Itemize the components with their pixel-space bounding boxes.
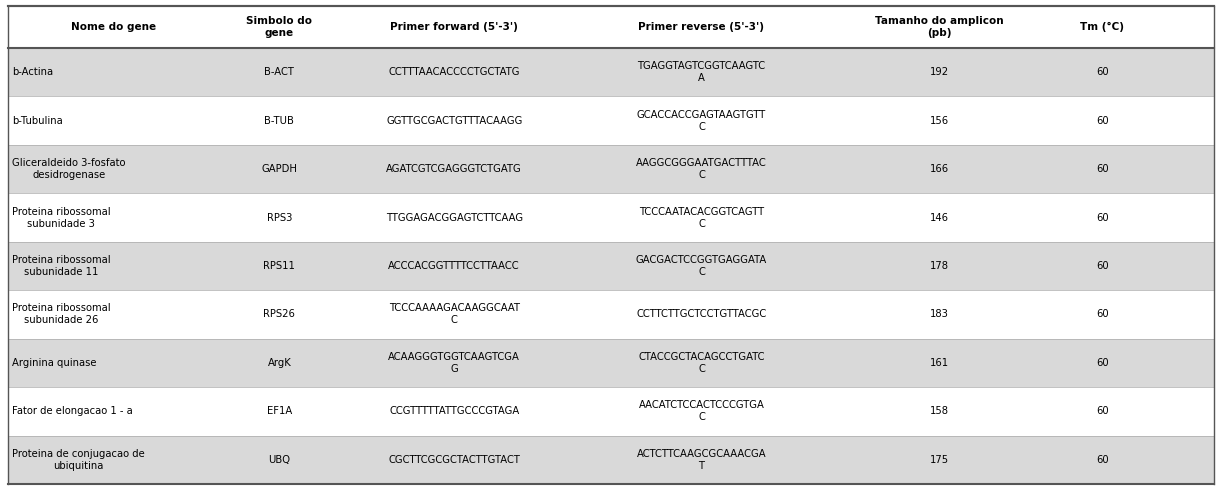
Text: 60: 60	[1096, 213, 1108, 222]
Text: 146: 146	[930, 213, 949, 222]
Text: Proteina ribossomal
subunidade 11: Proteina ribossomal subunidade 11	[12, 255, 111, 277]
Text: B-TUB: B-TUB	[264, 116, 295, 125]
Text: 161: 161	[930, 358, 949, 368]
Bar	[9, 97, 1213, 145]
Bar	[9, 194, 1213, 242]
Text: 60: 60	[1096, 406, 1108, 416]
Text: ACTCTTCAAGCGCAAACGA
T: ACTCTTCAAGCGCAAACGA T	[637, 449, 766, 471]
Text: GGTTGCGACTGTTTACAAGG: GGTTGCGACTGTTTACAAGG	[386, 116, 523, 125]
Text: CCGTTTTTATTGCCCGTAGA: CCGTTTTTATTGCCCGTAGA	[389, 406, 519, 416]
Text: RPS3: RPS3	[266, 213, 292, 222]
Text: TGAGGTAGTCGGTCAAGTC
A: TGAGGTAGTCGGTCAAGTC A	[638, 61, 765, 83]
Bar	[9, 6, 1213, 48]
Text: TCCCAAAAGACAAGGCAAT
C: TCCCAAAAGACAAGGCAAT C	[389, 303, 519, 325]
Text: RPS11: RPS11	[264, 261, 296, 271]
Text: Proteina de conjugacao de
ubiquitina: Proteina de conjugacao de ubiquitina	[12, 449, 144, 471]
Bar	[9, 387, 1213, 436]
Text: 60: 60	[1096, 164, 1108, 174]
Text: 166: 166	[930, 164, 949, 174]
Text: 158: 158	[930, 406, 949, 416]
Text: CGCTTCGCGCTACTTGTACT: CGCTTCGCGCTACTTGTACT	[389, 455, 521, 465]
Text: Proteina ribossomal
subunidade 3: Proteina ribossomal subunidade 3	[12, 207, 111, 228]
Bar	[9, 145, 1213, 194]
Text: Gliceraldeido 3-fosfato
desidrogenase: Gliceraldeido 3-fosfato desidrogenase	[12, 158, 126, 180]
Text: Proteina ribossomal
subunidade 26: Proteina ribossomal subunidade 26	[12, 303, 111, 325]
Text: 175: 175	[930, 455, 949, 465]
Text: TTGGAGACGGAGTCTTCAAG: TTGGAGACGGAGTCTTCAAG	[386, 213, 523, 222]
Text: 178: 178	[930, 261, 949, 271]
Text: 60: 60	[1096, 310, 1108, 319]
Text: b-Tubulina: b-Tubulina	[12, 116, 62, 125]
Bar	[9, 290, 1213, 339]
Bar	[9, 242, 1213, 290]
Text: Tamanho do amplicon
(pb): Tamanho do amplicon (pb)	[875, 16, 1004, 38]
Bar	[9, 436, 1213, 484]
Text: GACGACTCCGGTGAGGATA
C: GACGACTCCGGTGAGGATA C	[635, 255, 767, 277]
Text: 192: 192	[930, 67, 949, 77]
Text: B-ACT: B-ACT	[264, 67, 295, 77]
Text: 60: 60	[1096, 358, 1108, 368]
Text: ArgK: ArgK	[268, 358, 291, 368]
Text: Simbolo do
gene: Simbolo do gene	[247, 16, 313, 38]
Text: CCTTCTTGCTCCTGTTACGC: CCTTCTTGCTCCTGTTACGC	[637, 310, 766, 319]
Text: 183: 183	[930, 310, 949, 319]
Text: 60: 60	[1096, 261, 1108, 271]
Text: GAPDH: GAPDH	[262, 164, 297, 174]
Text: 60: 60	[1096, 67, 1108, 77]
Text: TCCCAATACACGGTCAGTT
C: TCCCAATACACGGTCAGTT C	[639, 207, 764, 228]
Text: Tm (°C): Tm (°C)	[1080, 22, 1124, 32]
Text: RPS26: RPS26	[264, 310, 296, 319]
Text: b-Actina: b-Actina	[12, 67, 53, 77]
Text: AAGGCGGGAATGACTTTAC
C: AAGGCGGGAATGACTTTAC C	[637, 158, 767, 180]
Text: ACCCACGGTTTTCCTTAACC: ACCCACGGTTTTCCTTAACC	[389, 261, 521, 271]
Text: AACATCTCCACTCCCGTGA
C: AACATCTCCACTCCCGTGA C	[639, 400, 765, 422]
Text: 60: 60	[1096, 116, 1108, 125]
Text: Fator de elongacao 1 - a: Fator de elongacao 1 - a	[12, 406, 133, 416]
Bar	[9, 48, 1213, 97]
Text: GCACCACCGAGTAAGTGTT
C: GCACCACCGAGTAAGTGTT C	[637, 110, 766, 132]
Text: Nome do gene: Nome do gene	[71, 22, 156, 32]
Text: EF1A: EF1A	[266, 406, 292, 416]
Text: Primer forward (5'-3'): Primer forward (5'-3')	[390, 22, 518, 32]
Text: CTACCGCTACAGCCTGATC
C: CTACCGCTACAGCCTGATC C	[638, 352, 765, 374]
Bar	[9, 339, 1213, 387]
Text: UBQ: UBQ	[269, 455, 291, 465]
Text: Arginina quinase: Arginina quinase	[12, 358, 97, 368]
Text: 156: 156	[930, 116, 949, 125]
Text: CCTTTAACACCCCTGCTATG: CCTTTAACACCCCTGCTATG	[389, 67, 521, 77]
Text: 60: 60	[1096, 455, 1108, 465]
Text: AGATCGTCGAGGGTCTGATG: AGATCGTCGAGGGTCTGATG	[386, 164, 522, 174]
Text: ACAAGGGTGGTCAAGTCGA
G: ACAAGGGTGGTCAAGTCGA G	[389, 352, 521, 374]
Text: Primer reverse (5'-3'): Primer reverse (5'-3')	[638, 22, 765, 32]
